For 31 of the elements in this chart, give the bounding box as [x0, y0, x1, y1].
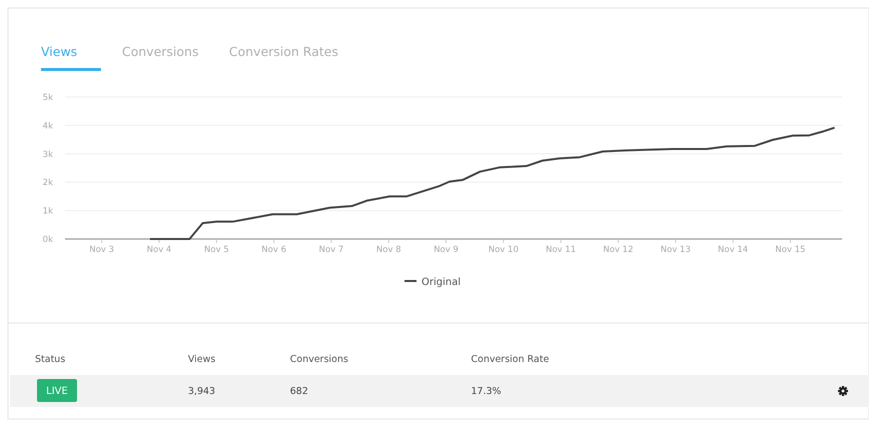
x-tick-label: Nov 10: [488, 245, 518, 255]
y-tick-label: 1k: [42, 206, 54, 217]
x-tick-label: Nov 12: [603, 245, 634, 255]
y-tick-label: 4k: [42, 121, 54, 132]
x-tick-label: Nov 11: [546, 245, 576, 255]
x-tick-label: Nov 3: [89, 245, 114, 255]
text: 3,943: [188, 386, 216, 397]
legend-label: Original: [422, 277, 461, 288]
text: Status: [35, 354, 66, 365]
text: Conversion Rate: [471, 354, 550, 365]
text: Conversion Rates: [229, 44, 338, 59]
x-tick-label: Nov 14: [718, 245, 748, 255]
text: Views: [188, 354, 216, 365]
y-tick-label: 5k: [42, 93, 54, 103]
text: 682: [290, 386, 308, 397]
text: LIVE: [46, 386, 68, 397]
x-tick-label: Nov 7: [318, 245, 344, 255]
y-tick-label: 2k: [42, 178, 54, 188]
text: 17.3%: [471, 386, 502, 397]
y-tick-label: 3k: [42, 150, 54, 160]
text: Conversions: [290, 354, 348, 365]
x-tick-label: Nov 8: [376, 245, 402, 255]
text: Views: [41, 44, 78, 59]
x-tick-label: Nov 13: [660, 245, 691, 255]
x-tick-label: Nov 15: [775, 245, 806, 255]
x-tick-label: Nov 6: [262, 245, 286, 255]
text: Conversions: [122, 44, 199, 59]
y-tick-label: 0k: [42, 235, 54, 245]
x-tick-label: Nov 9: [434, 245, 458, 255]
x-tick-label: Nov 5: [204, 245, 229, 255]
x-tick-label: Nov 4: [146, 245, 172, 255]
